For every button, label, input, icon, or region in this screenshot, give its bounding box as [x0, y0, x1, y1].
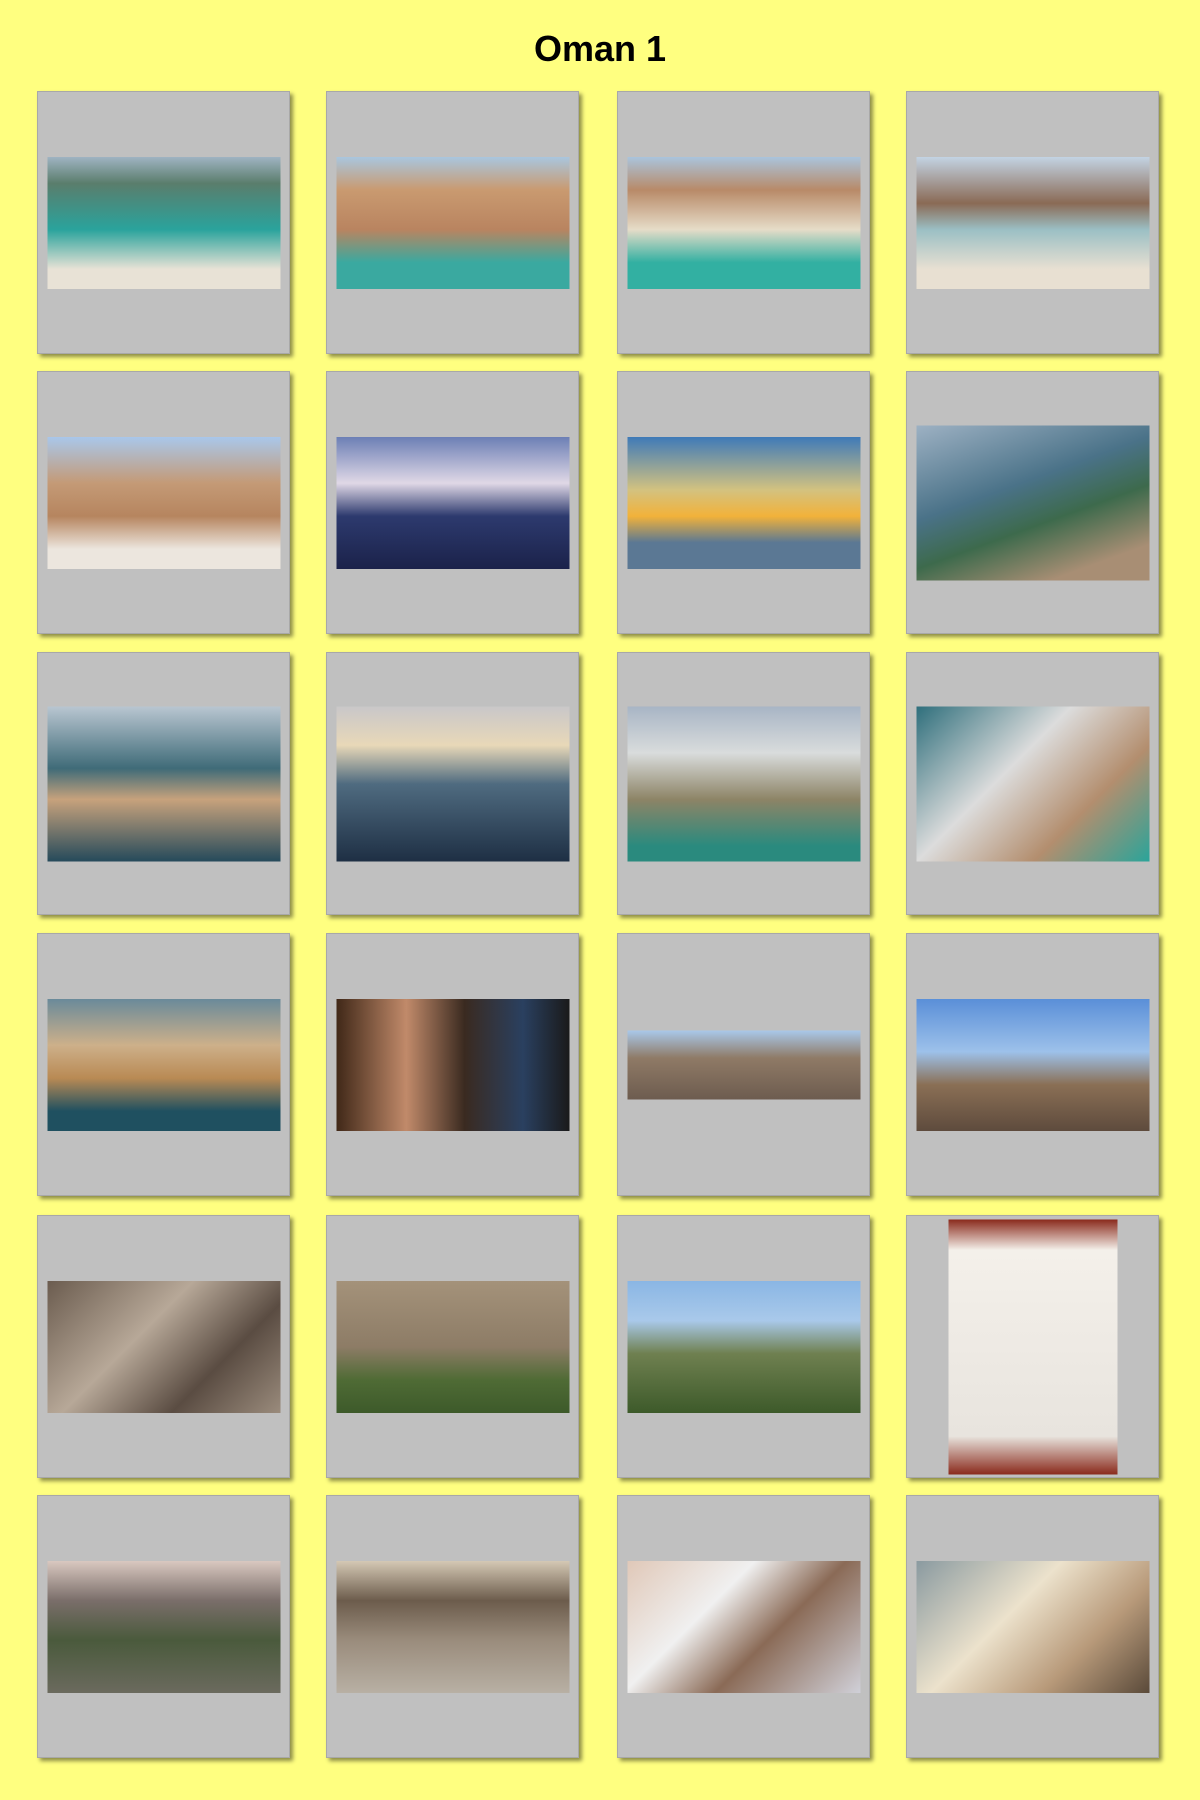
photo-thumbnail — [336, 706, 569, 861]
photo-thumbnail — [916, 156, 1149, 289]
photo-thumbnail — [627, 1560, 860, 1693]
photo-card[interactable] — [617, 1495, 870, 1758]
gallery-title: Oman 1 — [533, 28, 667, 69]
photo-card[interactable] — [326, 1495, 579, 1758]
photo-thumbnail — [627, 156, 860, 289]
photo-thumbnail — [47, 436, 280, 569]
photo-card[interactable] — [617, 91, 870, 354]
photo-thumbnail — [627, 1280, 860, 1413]
photo-card[interactable] — [37, 652, 290, 915]
photo-card[interactable] — [617, 371, 870, 634]
photo-card[interactable] — [37, 1215, 290, 1478]
photo-card[interactable] — [37, 1495, 290, 1758]
photo-card[interactable] — [906, 371, 1159, 634]
photo-card[interactable] — [326, 1215, 579, 1478]
photo-thumbnail — [336, 1560, 569, 1693]
photo-thumbnail — [336, 436, 569, 569]
photo-thumbnail — [627, 706, 860, 861]
photo-card[interactable] — [906, 1495, 1159, 1758]
photo-thumbnail — [916, 425, 1149, 580]
photo-thumbnail — [47, 1560, 280, 1693]
photo-thumbnail — [627, 436, 860, 569]
photo-card[interactable] — [617, 652, 870, 915]
photo-thumbnail — [627, 1030, 860, 1099]
photo-card[interactable] — [326, 652, 579, 915]
photo-thumbnail — [916, 706, 1149, 861]
photo-card[interactable] — [906, 933, 1159, 1196]
photo-card[interactable] — [37, 371, 290, 634]
photo-thumbnail — [47, 1280, 280, 1413]
photo-thumbnail — [47, 706, 280, 861]
photo-thumbnail — [948, 1219, 1117, 1474]
photo-card[interactable] — [906, 1215, 1159, 1478]
photo-card[interactable] — [326, 371, 579, 634]
photo-card[interactable] — [617, 933, 870, 1196]
photo-thumbnail — [916, 1560, 1149, 1693]
photo-card[interactable] — [37, 91, 290, 354]
photo-card[interactable] — [326, 933, 579, 1196]
photo-card[interactable] — [326, 91, 579, 354]
photo-thumbnail — [336, 156, 569, 289]
photo-thumbnail — [47, 998, 280, 1131]
photo-card[interactable] — [37, 933, 290, 1196]
photo-card[interactable] — [617, 1215, 870, 1478]
photo-thumbnail — [916, 998, 1149, 1131]
photo-card[interactable] — [906, 652, 1159, 915]
photo-thumbnail — [336, 998, 569, 1131]
photo-thumbnail — [336, 1280, 569, 1413]
photo-thumbnail — [47, 156, 280, 289]
photo-card[interactable] — [906, 91, 1159, 354]
